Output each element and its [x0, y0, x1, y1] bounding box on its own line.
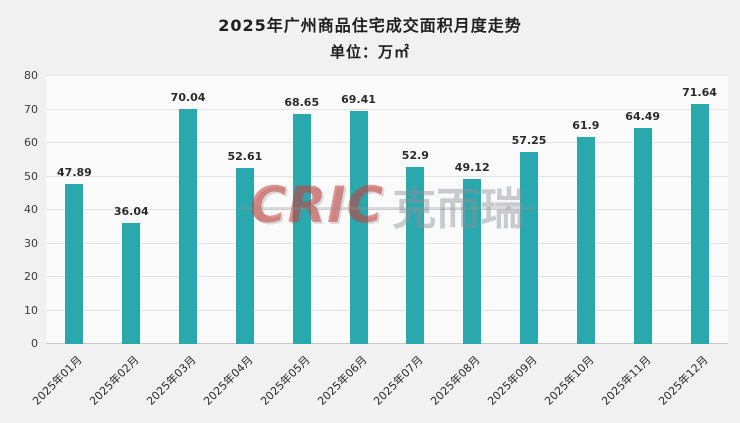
- bar-slot-1: 47.89 2025年01月: [31, 76, 103, 408]
- gridline-0: [46, 343, 728, 344]
- bar-value-label: 64.49: [625, 109, 661, 123]
- y-tick-label-60: 60: [24, 136, 38, 149]
- bar-value-label: 36.04: [113, 205, 149, 219]
- x-axis-label: 2025年10月: [542, 353, 597, 408]
- bar-value-label: 49.12: [454, 161, 490, 175]
- x-axis-label: 2025年12月: [655, 353, 711, 408]
- bar-2025年04月: [235, 167, 254, 344]
- y-tick-label-20: 20: [24, 270, 38, 283]
- bar-value-label: 61.9: [572, 118, 600, 132]
- gridline-80: [46, 75, 728, 76]
- y-tick-label-80: 80: [24, 69, 38, 82]
- gridline-10: [46, 309, 728, 311]
- y-tick-label-40: 40: [24, 203, 38, 216]
- bar-value-label: 69.41: [341, 93, 376, 107]
- bar-value-label: 71.64: [682, 86, 717, 100]
- bar-slot-12: 71.64 2025年12月: [656, 76, 728, 408]
- bar-slot-9: 57.25 2025年09月: [485, 76, 558, 408]
- bar-slot-5: 68.65 2025年05月: [258, 76, 330, 408]
- bar-2025年01月: [65, 183, 84, 344]
- bar-value-label: 47.89: [57, 165, 92, 179]
- x-axis-label: 2025年09月: [485, 353, 540, 408]
- x-axis-label: 2025年06月: [314, 353, 370, 408]
- bar-slot-8: 49.12 2025年08月: [428, 76, 501, 407]
- chart-subtitle: 单位：万㎡: [329, 43, 410, 61]
- plot-area: CRIC 克而瑞 47.89 2025年01月 36.04 2025年02月 70.04…: [31, 75, 728, 408]
- y-tick-label-30: 30: [24, 236, 38, 250]
- x-axis-label: 2025年02月: [87, 353, 142, 408]
- gridline-20: [46, 276, 728, 277]
- bar-2025年09月: [520, 152, 539, 344]
- bar-2025年05月: [292, 114, 311, 344]
- bar-value-label: 52.61: [227, 149, 263, 163]
- gridline-30: [46, 242, 728, 244]
- bar-slot-6: 69.41 2025年06月: [315, 76, 387, 407]
- bar-2025年02月: [122, 223, 141, 344]
- bar-2025年11月: [633, 127, 652, 344]
- bar-2025年03月: [179, 109, 198, 344]
- chart-area: 0 10 20 30 40 50 60 70 80 CRIC 克而瑞 47.89 2025年01月…: [8, 69, 728, 408]
- bar-slots: 47.89 2025年01月 36.04 2025年02月 70.04 2025年03月 5…: [31, 76, 728, 408]
- bar-2025年06月: [349, 111, 368, 344]
- bar-slot-2: 36.04 2025年02月: [87, 76, 160, 408]
- bar-2025年10月: [576, 136, 595, 344]
- y-tick-label-10: 10: [24, 303, 38, 317]
- x-axis-label: 2025年05月: [257, 353, 313, 408]
- bar-value-label: 68.65: [284, 96, 320, 110]
- y-axis: 0 10 20 30 40 50 60 70 80: [8, 69, 42, 350]
- gridline-50: [46, 175, 728, 177]
- bar-2025年12月: [690, 104, 709, 344]
- y-tick-label-70: 70: [24, 102, 38, 116]
- bar-slot-11: 64.49 2025年11月: [599, 76, 671, 408]
- bar-value-label: 70.04: [170, 91, 206, 105]
- bar-value-label: 52.9: [401, 148, 429, 162]
- gridline-40: [46, 209, 728, 210]
- y-tick-label-0: 0: [31, 337, 38, 350]
- bar-slot-3: 70.04 2025年03月: [144, 76, 217, 407]
- bar-slot-10: 61.9 2025年10月: [542, 76, 614, 408]
- x-axis-label: 2025年08月: [428, 353, 483, 408]
- chart-title: 2025年广州商品住宅成交面积月度走势: [218, 16, 522, 35]
- bar-slot-4: 52.61 2025年04月: [201, 76, 273, 408]
- bar-value-label: 57.25: [511, 134, 547, 148]
- bar-2025年08月: [463, 179, 482, 344]
- y-tick-label-50: 50: [24, 169, 38, 183]
- x-axis-label: 2025年07月: [371, 353, 426, 408]
- bar-2025年07月: [406, 166, 425, 344]
- x-axis-label: 2025年01月: [30, 353, 86, 408]
- bar-slot-7: 52.9 2025年07月: [372, 76, 444, 408]
- x-axis-label: 2025年04月: [201, 353, 256, 408]
- gridline-70: [46, 108, 728, 110]
- gridline-60: [46, 142, 728, 143]
- x-axis-label: 2025年03月: [144, 353, 199, 408]
- x-axis-label: 2025年11月: [598, 353, 654, 408]
